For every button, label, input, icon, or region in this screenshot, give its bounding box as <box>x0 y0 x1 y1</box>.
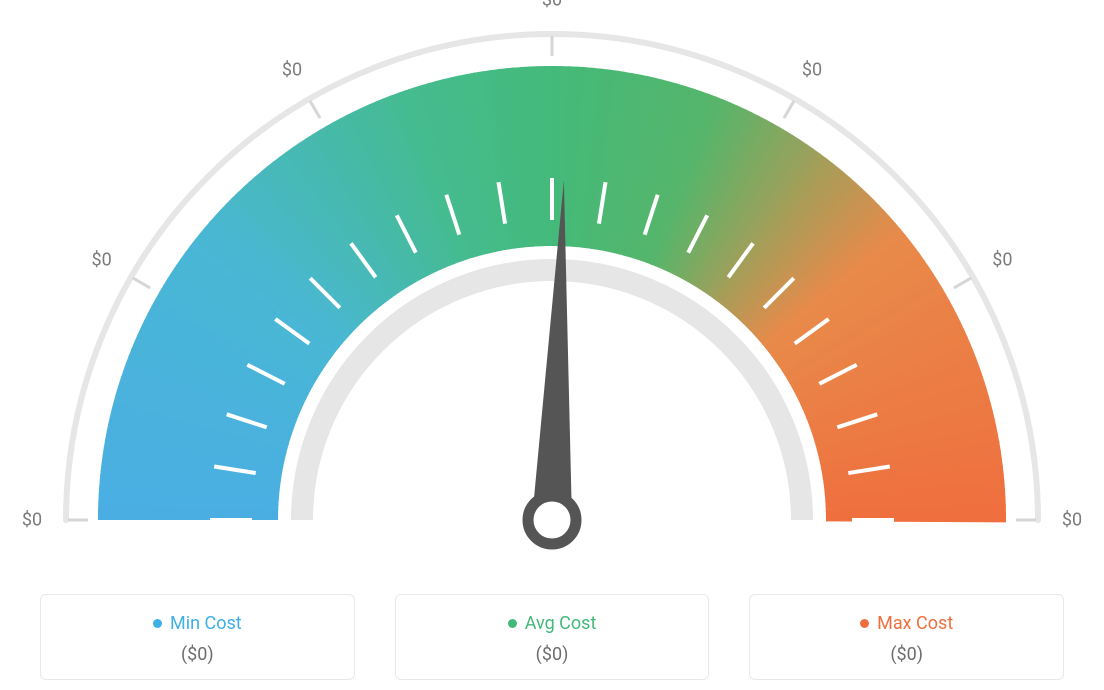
gauge-tick-label: $0 <box>542 0 562 11</box>
legend-box-min: Min Cost ($0) <box>40 594 355 680</box>
legend-value-avg: ($0) <box>396 644 709 665</box>
legend-value-min: ($0) <box>41 644 354 665</box>
gauge-tick-label: $0 <box>992 250 1012 271</box>
legend-label-max: Max Cost <box>877 613 953 634</box>
gauge-tick-label: $0 <box>22 510 42 531</box>
legend-label-avg: Avg Cost <box>525 613 597 634</box>
legend-dot-avg <box>508 619 517 628</box>
cost-gauge: $0 $0 $0 $0 $0 $0 $0 <box>0 0 1104 560</box>
legend-dot-min <box>153 619 162 628</box>
gauge-tick-label: $0 <box>802 59 822 80</box>
legend-box-avg: Avg Cost ($0) <box>395 594 710 680</box>
gauge-svg <box>0 0 1104 560</box>
legend-label-min: Min Cost <box>170 613 242 634</box>
legend-dot-max <box>860 619 869 628</box>
legend-row: Min Cost ($0) Avg Cost ($0) Max Cost ($0… <box>0 594 1104 680</box>
gauge-tick-label: $0 <box>1062 510 1082 531</box>
legend-value-max: ($0) <box>750 644 1063 665</box>
legend-title-avg: Avg Cost <box>508 613 597 634</box>
gauge-tick-label: $0 <box>282 59 302 80</box>
gauge-tick-label: $0 <box>92 250 112 271</box>
legend-box-max: Max Cost ($0) <box>749 594 1064 680</box>
legend-title-min: Min Cost <box>153 613 242 634</box>
legend-title-max: Max Cost <box>860 613 953 634</box>
